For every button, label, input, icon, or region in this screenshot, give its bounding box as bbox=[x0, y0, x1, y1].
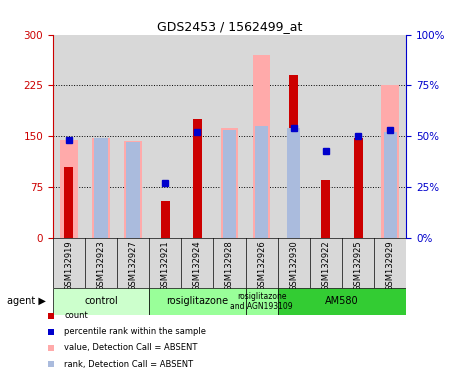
Text: GSM132919: GSM132919 bbox=[64, 240, 73, 291]
Bar bbox=[353, 138, 363, 238]
FancyBboxPatch shape bbox=[149, 288, 246, 315]
Bar bbox=[289, 75, 298, 238]
Text: GSM132930: GSM132930 bbox=[289, 240, 298, 291]
Bar bbox=[321, 180, 330, 238]
Text: count: count bbox=[64, 311, 88, 320]
Text: GSM132926: GSM132926 bbox=[257, 240, 266, 291]
FancyBboxPatch shape bbox=[53, 238, 406, 288]
Bar bbox=[221, 127, 238, 238]
Text: rosiglitazone: rosiglitazone bbox=[166, 296, 229, 306]
FancyBboxPatch shape bbox=[278, 288, 406, 315]
Text: value, Detection Call = ABSENT: value, Detection Call = ABSENT bbox=[64, 344, 198, 353]
Bar bbox=[381, 86, 399, 238]
Bar bbox=[124, 141, 142, 238]
Bar bbox=[95, 138, 107, 238]
Text: GSM132927: GSM132927 bbox=[129, 240, 138, 291]
Bar bbox=[287, 128, 300, 238]
Bar bbox=[255, 126, 268, 238]
Title: GDS2453 / 1562499_at: GDS2453 / 1562499_at bbox=[157, 20, 302, 33]
Bar bbox=[161, 201, 170, 238]
Text: GSM132921: GSM132921 bbox=[161, 240, 170, 291]
Text: AM580: AM580 bbox=[325, 296, 359, 306]
Text: GSM132924: GSM132924 bbox=[193, 240, 202, 291]
Bar bbox=[127, 142, 140, 238]
Bar bbox=[384, 132, 397, 238]
Text: GSM132928: GSM132928 bbox=[225, 240, 234, 291]
Bar bbox=[223, 130, 236, 238]
Text: GSM132929: GSM132929 bbox=[386, 240, 395, 291]
FancyBboxPatch shape bbox=[53, 288, 149, 315]
Bar bbox=[60, 140, 78, 238]
Text: agent ▶: agent ▶ bbox=[7, 296, 46, 306]
Text: rosiglitazone
and AGN193109: rosiglitazone and AGN193109 bbox=[230, 292, 293, 311]
Text: GSM132922: GSM132922 bbox=[321, 240, 330, 291]
Bar bbox=[253, 55, 270, 238]
Text: percentile rank within the sample: percentile rank within the sample bbox=[64, 328, 206, 336]
Text: GSM132923: GSM132923 bbox=[96, 240, 106, 291]
Text: GSM132925: GSM132925 bbox=[353, 240, 363, 291]
Bar bbox=[92, 138, 110, 238]
Bar bbox=[193, 119, 202, 238]
FancyBboxPatch shape bbox=[246, 288, 278, 315]
Text: rank, Detection Call = ABSENT: rank, Detection Call = ABSENT bbox=[64, 360, 193, 369]
Bar bbox=[64, 167, 73, 238]
Text: control: control bbox=[84, 296, 118, 306]
